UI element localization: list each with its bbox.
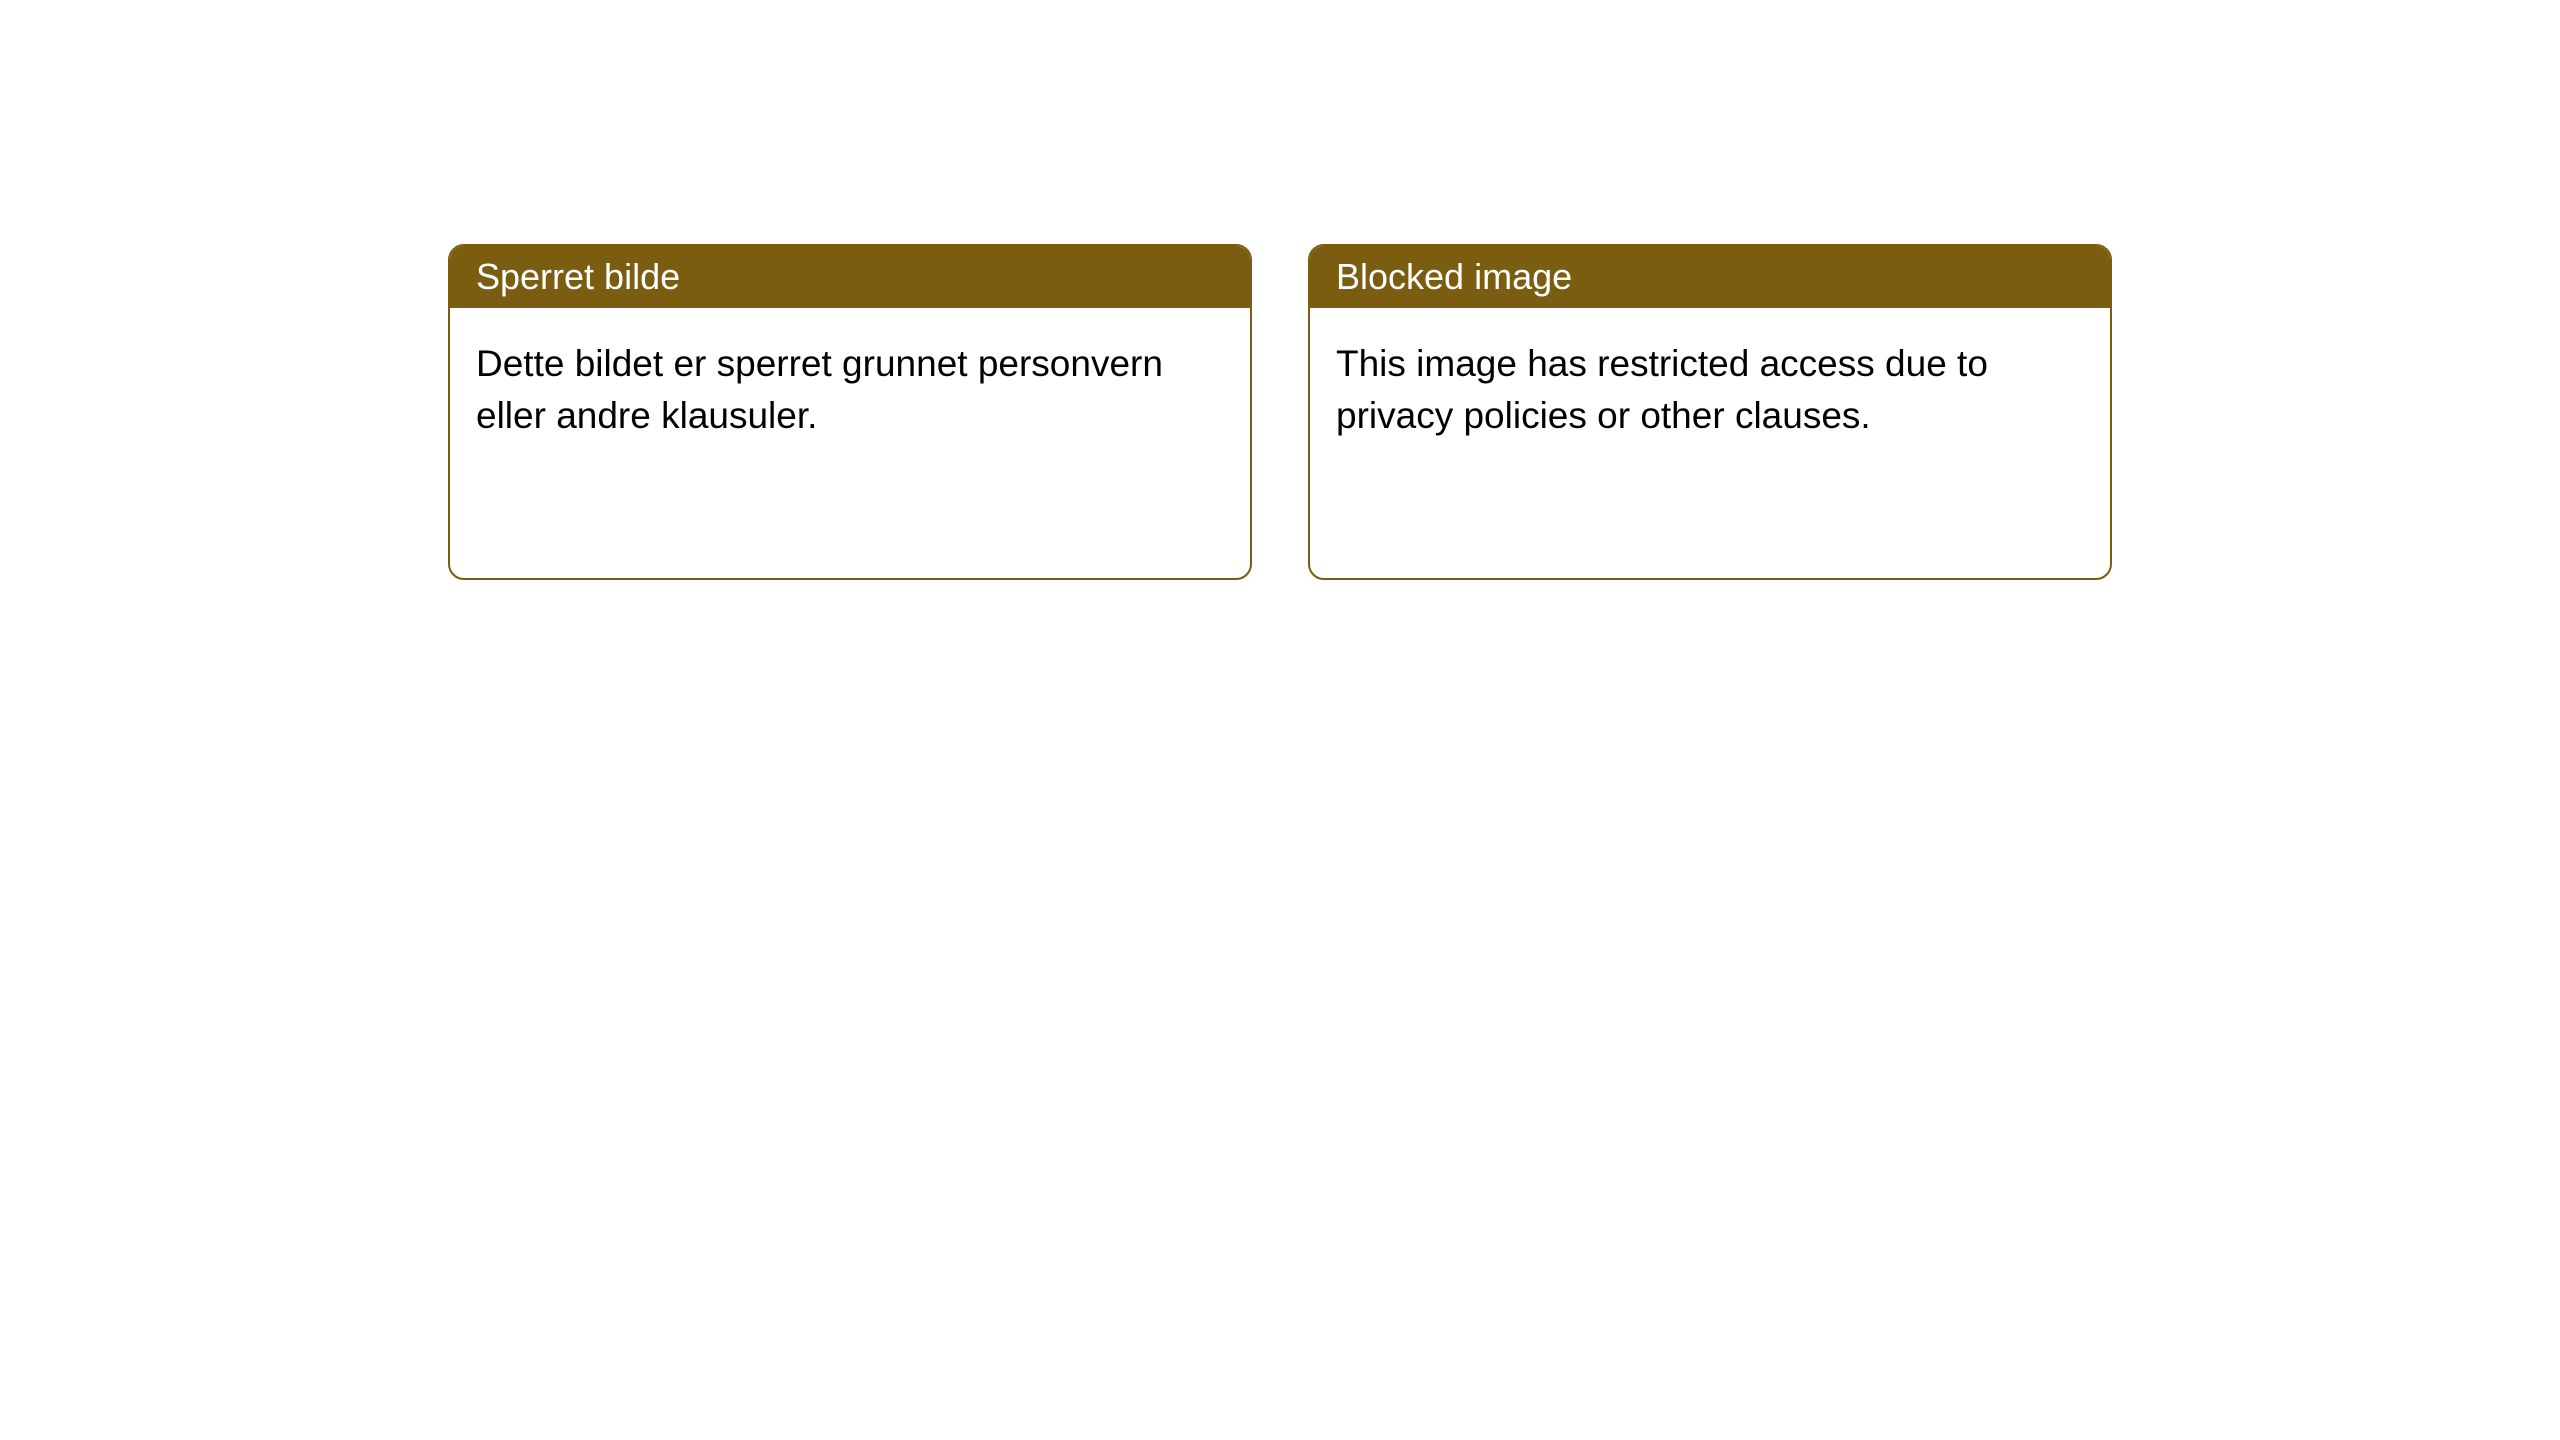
notice-header-norwegian: Sperret bilde [450,246,1250,308]
notice-card-norwegian: Sperret bilde Dette bildet er sperret gr… [448,244,1252,580]
notice-body-english: This image has restricted access due to … [1310,308,2110,578]
notice-card-english: Blocked image This image has restricted … [1308,244,2112,580]
notice-header-english: Blocked image [1310,246,2110,308]
notice-container: Sperret bilde Dette bildet er sperret gr… [0,0,2560,580]
notice-body-norwegian: Dette bildet er sperret grunnet personve… [450,308,1250,578]
